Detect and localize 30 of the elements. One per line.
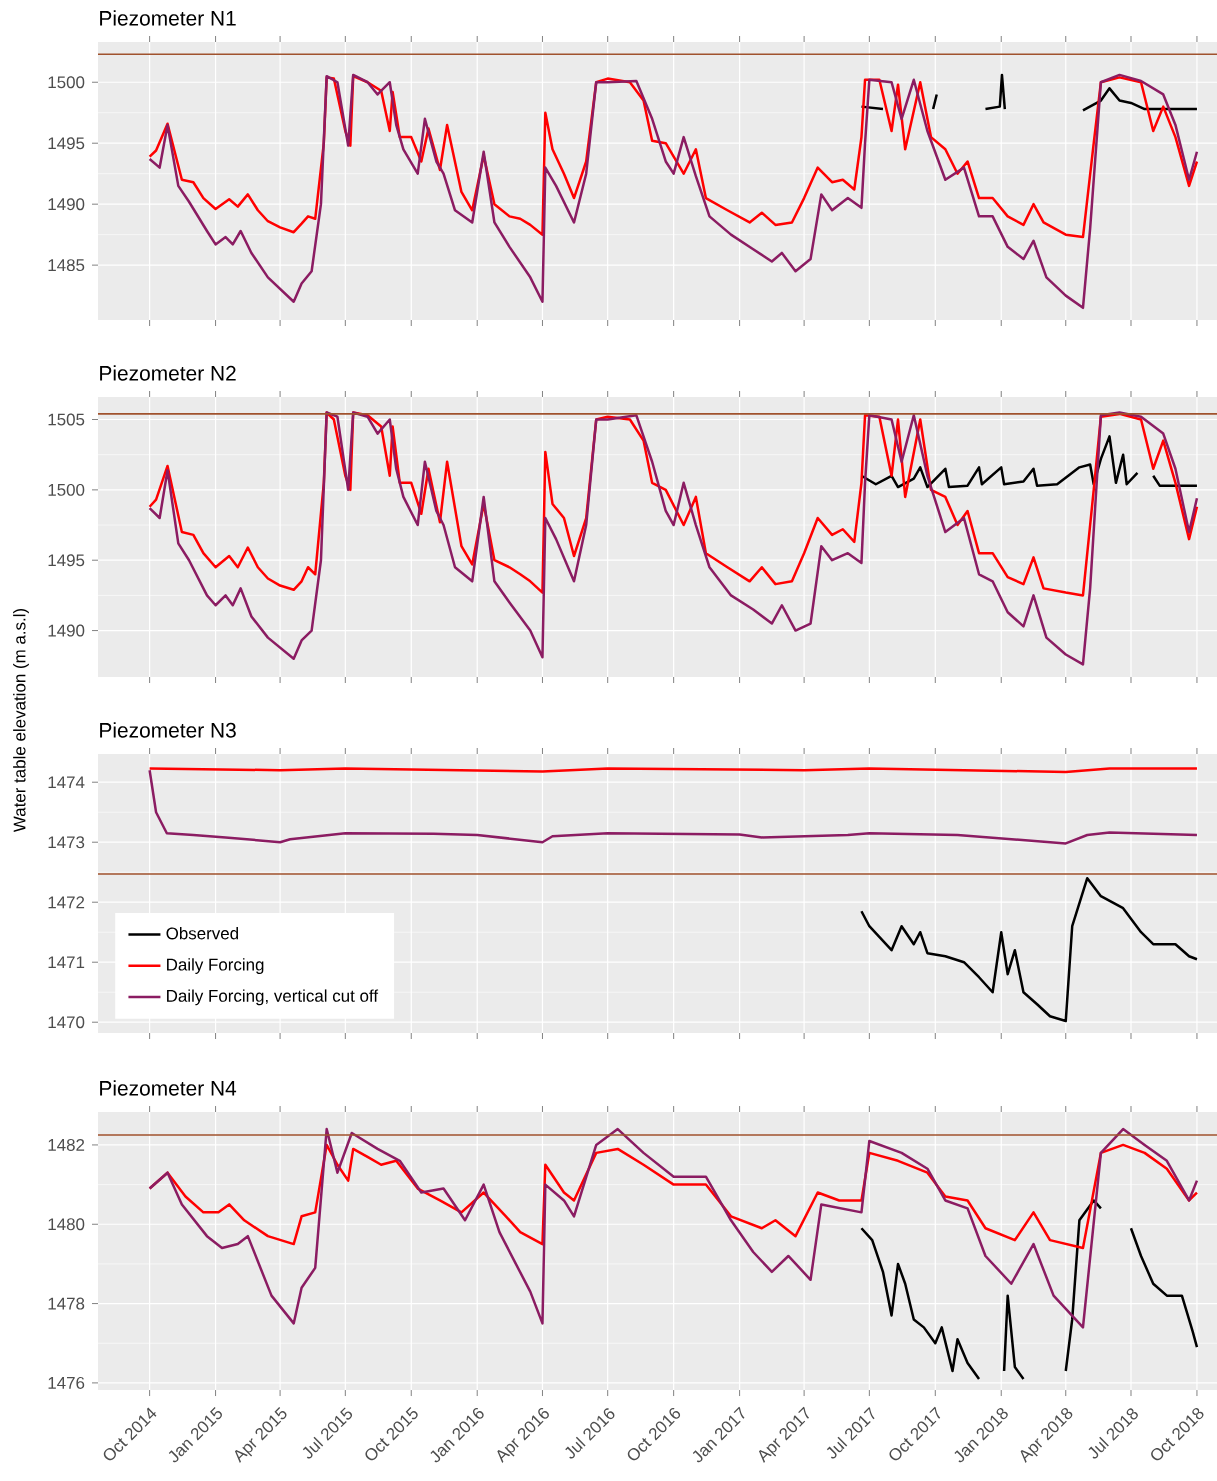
line-series	[148, 1127, 1199, 1329]
y-tick-label: 1473	[48, 836, 85, 849]
y-tick-label: 1478	[48, 1297, 85, 1310]
y-tick-label: 1490	[48, 198, 85, 211]
y-tick-label: 1500	[48, 76, 85, 89]
y-tick-label: 1480	[48, 1218, 85, 1231]
chart-title: Piezometer N2	[100, 365, 236, 381]
y-tick-label: 1505	[48, 413, 85, 426]
chart-title: Piezometer N3	[100, 722, 236, 738]
legend-label: Observed	[166, 926, 239, 940]
line-series	[148, 768, 1199, 845]
y-tick-label: 1495	[48, 137, 85, 150]
y-tick-label: 1471	[48, 956, 85, 969]
line-series	[860, 876, 1199, 1023]
y-tick-label: 1476	[48, 1376, 85, 1389]
y-tick-label: 1472	[48, 896, 85, 909]
legend-label: Daily Forcing	[167, 958, 264, 974]
line-series	[148, 411, 1199, 666]
y-tick-label: 1474	[48, 776, 85, 789]
y-tick-label: 1500	[48, 483, 85, 496]
y-tick-label: 1490	[48, 624, 85, 637]
y-tick-label: 1470	[48, 1016, 85, 1029]
y-axis-title: Water table elevation (m a.s.l)	[13, 608, 29, 833]
y-tick-label: 1485	[48, 259, 85, 272]
y-tick-label: 1495	[48, 554, 85, 567]
chart-title: Piezometer N4	[100, 1080, 237, 1096]
line-series	[148, 73, 1199, 310]
legend-label: Daily Forcing, vertical cut off	[167, 989, 379, 1006]
chart-title: Piezometer N1	[100, 10, 236, 26]
y-tick-label: 1482	[48, 1138, 85, 1151]
